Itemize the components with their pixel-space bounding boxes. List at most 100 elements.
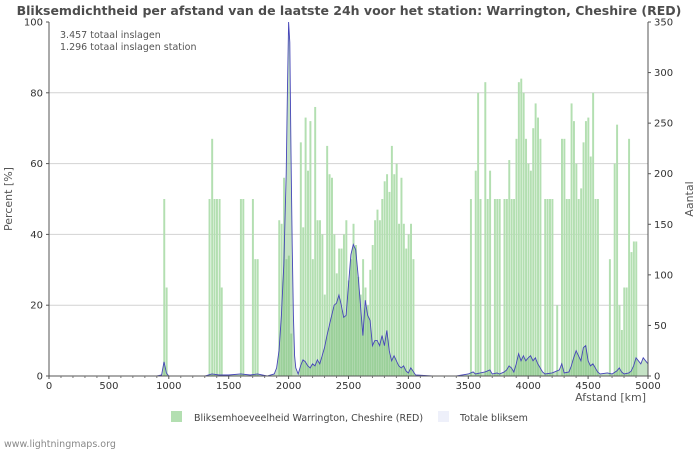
density-bar-31 — [328, 174, 331, 376]
density-bar-19 — [299, 142, 302, 376]
info-total-strikes: 3.457 totaal inslagen — [60, 30, 161, 41]
density-bar-122 — [630, 252, 633, 376]
density-bar-1 — [165, 287, 168, 376]
density-bar-96 — [551, 199, 554, 376]
density-bar-69 — [477, 92, 480, 377]
density-bar-6 — [218, 199, 221, 376]
x-tick-label-1000: 1000 — [156, 381, 181, 392]
density-bar-110 — [589, 156, 592, 376]
density-bar-36 — [340, 248, 343, 376]
density-bar-41 — [352, 223, 355, 376]
density-bar-30 — [326, 145, 329, 376]
x-tick-label-500: 500 — [99, 381, 118, 392]
density-bar-119 — [623, 287, 626, 376]
density-bar-20 — [302, 227, 305, 376]
density-bar-90 — [534, 103, 537, 377]
y-left-tick-label-0: 0 — [37, 372, 43, 383]
density-bar-111 — [592, 92, 595, 377]
density-bar-38 — [345, 220, 348, 376]
density-bar-120 — [625, 287, 628, 376]
density-bar-104 — [575, 163, 578, 376]
density-bar-109 — [587, 117, 590, 376]
density-bar-21 — [304, 117, 307, 376]
density-bar-27 — [319, 220, 321, 376]
density-bar-67 — [469, 199, 472, 376]
density-bar-98 — [561, 138, 563, 376]
density-bar-57 — [390, 145, 393, 376]
density-bar-68 — [474, 170, 477, 376]
density-bar-0 — [163, 199, 166, 376]
density-bar-94 — [546, 199, 549, 376]
density-bar-54 — [383, 181, 386, 376]
density-bar-76 — [498, 199, 501, 376]
density-bar-51 — [376, 209, 379, 376]
density-bar-84 — [520, 78, 523, 376]
legend-swatch-station — [171, 411, 182, 422]
density-bar-25 — [314, 106, 317, 377]
x-axis-title: Afstand [km] — [575, 391, 646, 404]
density-bar-63 — [405, 248, 408, 376]
y-right-tick-label-0: 0 — [654, 372, 660, 383]
density-bar-15 — [283, 177, 286, 376]
density-bar-114 — [608, 259, 611, 376]
density-bar-91 — [537, 117, 539, 376]
density-bar-71 — [484, 82, 487, 377]
y-left-tick-label-40: 40 — [30, 230, 43, 241]
density-bar-3 — [211, 138, 214, 376]
density-bar-118 — [620, 329, 623, 376]
density-bar-32 — [330, 177, 333, 376]
density-bar-74 — [493, 199, 496, 376]
density-bar-13 — [278, 220, 281, 376]
y-right-tick-label-200: 200 — [654, 169, 673, 180]
y-right-tick-label-50: 50 — [654, 321, 667, 332]
density-bar-24 — [311, 259, 314, 376]
density-bar-117 — [618, 305, 621, 376]
density-bar-107 — [582, 142, 585, 376]
density-bar-99 — [563, 138, 566, 376]
density-bar-35 — [338, 248, 341, 376]
density-bar-80 — [510, 199, 513, 376]
density-bar-45 — [362, 259, 365, 376]
y-left-axis-title: Percent [%] — [2, 167, 15, 231]
x-tick-label-5000: 5000 — [635, 381, 660, 392]
legend-swatch-total — [438, 411, 449, 422]
density-bar-97 — [556, 305, 559, 376]
density-bar-40 — [350, 259, 353, 376]
y-right-tick-label-150: 150 — [654, 220, 673, 231]
density-bar-108 — [584, 121, 587, 377]
density-bar-103 — [572, 121, 575, 377]
density-bar-124 — [635, 241, 638, 376]
density-bar-88 — [529, 170, 532, 376]
density-bar-77 — [503, 199, 506, 376]
density-bar-18 — [290, 333, 293, 376]
density-bar-44 — [359, 294, 362, 376]
density-bar-66 — [412, 259, 415, 376]
density-bar-101 — [568, 199, 571, 376]
density-bars — [163, 78, 638, 377]
density-bar-79 — [508, 160, 511, 376]
density-bar-105 — [577, 199, 580, 376]
density-bar-62 — [402, 223, 405, 376]
density-bar-22 — [307, 170, 309, 376]
axis-ticks: 0 500 1000 1500 2000 2500 3000 3500 4000 4500 5000… — [24, 18, 673, 393]
density-bar-75 — [496, 199, 499, 376]
x-tick-label-3500: 3500 — [456, 381, 481, 392]
density-bar-100 — [565, 199, 568, 376]
y-left-tick-label-100: 100 — [24, 18, 43, 29]
density-bar-2 — [208, 199, 211, 376]
density-bar-116 — [616, 124, 619, 376]
legend-label-station: Bliksemhoeveelheid Warrington, Cheshire … — [194, 413, 423, 424]
density-bar-82 — [515, 138, 518, 376]
density-bar-83 — [517, 82, 520, 377]
density-bar-39 — [347, 280, 350, 376]
density-bar-23 — [309, 121, 312, 377]
density-bar-92 — [539, 138, 542, 376]
y-right-tick-label-350: 350 — [654, 18, 673, 29]
legend-label-total: Totale bliksem — [459, 413, 528, 424]
density-bar-46 — [364, 287, 367, 376]
density-bar-8 — [239, 199, 242, 376]
chart-title: Bliksemdichtheid per afstand van de laat… — [17, 3, 682, 18]
density-bar-123 — [632, 241, 635, 376]
x-tick-label-4000: 4000 — [515, 381, 540, 392]
